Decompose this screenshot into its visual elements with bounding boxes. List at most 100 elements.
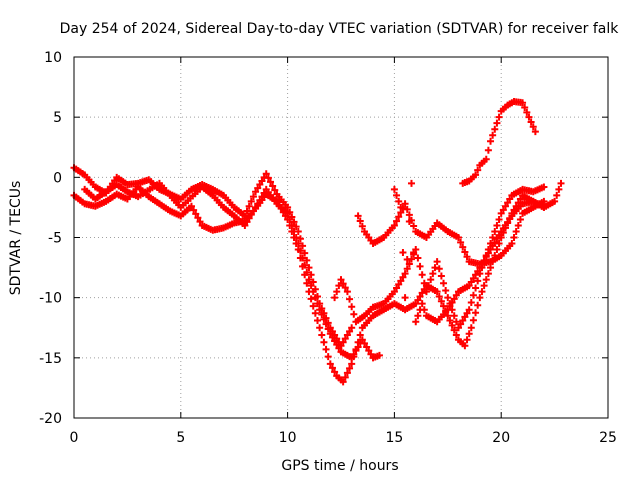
- data-point: [405, 260, 413, 268]
- data-point: [476, 264, 484, 272]
- data-point: [354, 343, 362, 351]
- data-point: [467, 324, 475, 332]
- data-point: [348, 354, 356, 362]
- data-point: [333, 341, 341, 349]
- data-point: [414, 312, 422, 320]
- data-point: [437, 297, 445, 305]
- data-point: [557, 179, 565, 187]
- data-point: [540, 197, 548, 205]
- data-point: [322, 320, 330, 328]
- data-point: [358, 222, 366, 230]
- data-point: [435, 292, 443, 300]
- data-point: [290, 218, 298, 226]
- data-point: [320, 315, 328, 323]
- data-point: [508, 240, 516, 248]
- data-point: [194, 214, 202, 222]
- data-point: [540, 203, 548, 211]
- data-point: [427, 276, 435, 284]
- data-point: [348, 324, 356, 332]
- data-point: [356, 217, 364, 225]
- data-point: [311, 294, 319, 302]
- data-point: [331, 337, 339, 345]
- data-point: [301, 249, 309, 257]
- data-point: [401, 270, 409, 278]
- data-point: [422, 288, 430, 296]
- data-point: [290, 227, 298, 235]
- data-point: [363, 343, 371, 351]
- data-point: [339, 338, 347, 346]
- data-point: [410, 222, 418, 230]
- data-point: [420, 279, 428, 287]
- data-point: [454, 234, 462, 241]
- data-point: [472, 271, 480, 279]
- data-point: [264, 174, 272, 182]
- data-point: [390, 185, 398, 193]
- data-point: [482, 276, 490, 284]
- data-point: [395, 280, 403, 288]
- data-point: [318, 331, 326, 339]
- data-point: [337, 276, 345, 284]
- data-point: [433, 258, 441, 266]
- data-point: [493, 235, 501, 243]
- data-point: [452, 318, 460, 326]
- data-point: [440, 279, 448, 287]
- data-point: [294, 240, 302, 248]
- data-point: [393, 191, 401, 199]
- data-point: [495, 240, 503, 248]
- data-point: [529, 123, 537, 131]
- data-point: [476, 294, 484, 302]
- data-point: [258, 177, 266, 185]
- data-point: [487, 264, 495, 272]
- data-point: [491, 238, 499, 246]
- data-point: [474, 301, 482, 309]
- data-point: [493, 246, 501, 254]
- data-point: [510, 234, 518, 241]
- data-point: [444, 306, 452, 314]
- data-point: [348, 360, 356, 368]
- data-point: [482, 253, 490, 261]
- data-point: [309, 302, 317, 310]
- data-point: [256, 196, 264, 204]
- data-point: [540, 183, 548, 191]
- data-point: [267, 178, 275, 186]
- data-point: [343, 331, 351, 339]
- data-point: [461, 342, 469, 350]
- data-point: [401, 200, 409, 208]
- data-point: [343, 288, 351, 296]
- data-point: [501, 202, 509, 210]
- data-point: [442, 286, 450, 294]
- data-point: [346, 327, 354, 335]
- data-point: [553, 191, 561, 199]
- data-point: [284, 209, 292, 217]
- data-point: [356, 331, 364, 339]
- data-point: [303, 268, 311, 276]
- data-point: [491, 125, 499, 133]
- data-point: [416, 292, 424, 300]
- data-point: [192, 210, 200, 218]
- data-point: [245, 214, 253, 222]
- data-point: [465, 282, 473, 290]
- data-point: [461, 248, 469, 256]
- data-point: [307, 295, 315, 303]
- data-point: [463, 309, 471, 317]
- data-point: [256, 181, 264, 189]
- data-point: [343, 369, 351, 377]
- data-point: [555, 185, 563, 193]
- data-point: [401, 294, 409, 302]
- data-point: [358, 336, 366, 344]
- data-point: [418, 271, 426, 279]
- data-point: [328, 364, 336, 372]
- data-point: [403, 205, 411, 213]
- data-point: [491, 227, 499, 235]
- data-point: [482, 155, 490, 163]
- data-point: [457, 238, 465, 246]
- data-point: [484, 249, 492, 257]
- data-point: [469, 316, 477, 324]
- data-point: [407, 179, 415, 187]
- data-point: [284, 203, 292, 211]
- data-point: [527, 118, 535, 126]
- data-point: [346, 295, 354, 303]
- data-point: [292, 223, 300, 231]
